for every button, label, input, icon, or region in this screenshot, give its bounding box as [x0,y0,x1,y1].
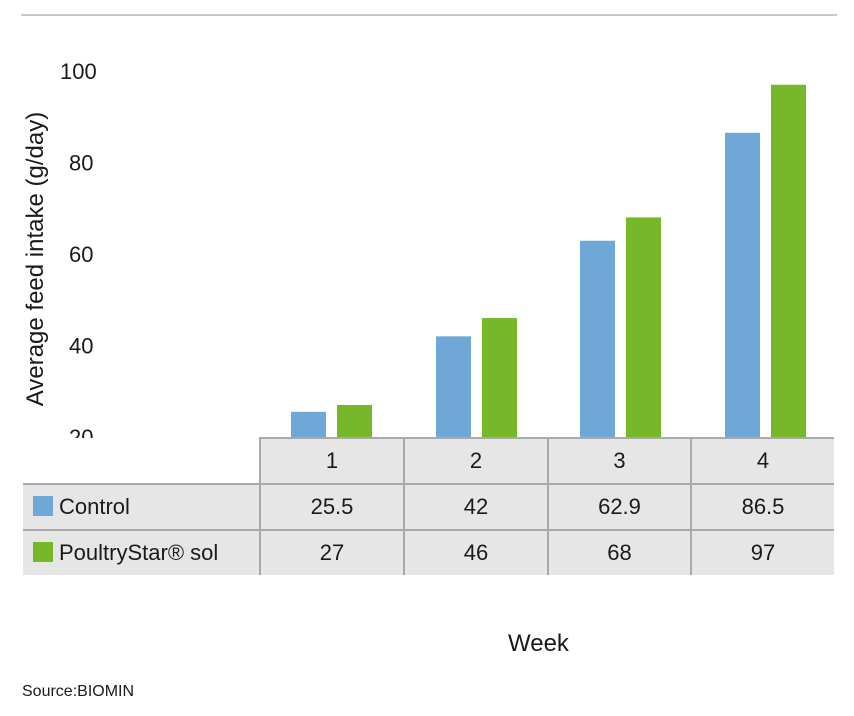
y-tick-label: 100 [60,59,97,84]
bar-control-week-1 [291,411,326,437]
x-axis-title: Week [508,630,569,657]
bar-control-week-2 [436,336,471,437]
bar-poultrystar-week-4 [771,84,806,437]
table-row: PoultryStar® sol 27 46 68 97 [23,529,834,575]
bars-group [291,84,806,437]
row-label-poultrystar: PoultryStar® sol [23,529,261,575]
legend-swatch-control [33,496,53,516]
bar-poultrystar-week-3 [626,217,661,437]
week-header: 3 [547,437,692,485]
row-label-text: Control [59,494,130,519]
table-corner [23,438,261,485]
table-cell: 97 [690,529,834,575]
table-cell: 27 [259,529,405,575]
week-header: 2 [403,437,549,485]
legend-swatch-poultrystar [33,542,53,562]
table-row: Control 25.5 42 62.9 86.5 [23,483,834,531]
table-cell: 62.9 [547,483,692,531]
week-header: 1 [259,437,405,485]
source-note: Source:BIOMIN [22,683,135,700]
data-table: 1 2 3 4 Control 25.5 42 62.9 86.5 Poultr… [23,437,834,575]
week-header: 4 [690,437,834,485]
row-label-text: PoultryStar® sol [59,540,219,565]
bar-poultrystar-week-1 [337,404,372,437]
y-tick-label: 80 [69,151,93,176]
y-axis-title: Average feed intake (g/day) [22,112,49,406]
y-axis-ticks: 100 80 60 40 20 [60,59,97,450]
table-cell: 25.5 [259,483,405,531]
bar-control-week-3 [580,240,615,437]
table-cell: 68 [547,529,692,575]
bar-control-week-4 [725,132,760,437]
bar-chart: Average feed intake (g/day) 100 80 60 40… [22,59,806,450]
row-label-control: Control [23,483,261,531]
table-header-row: 1 2 3 4 [23,437,834,485]
top-divider [21,14,837,16]
bar-poultrystar-week-2 [482,318,517,437]
table-cell: 86.5 [690,483,834,531]
table-cell: 42 [403,483,549,531]
table-cell: 46 [403,529,549,575]
y-tick-label: 60 [69,242,93,267]
y-tick-label: 40 [69,334,93,359]
